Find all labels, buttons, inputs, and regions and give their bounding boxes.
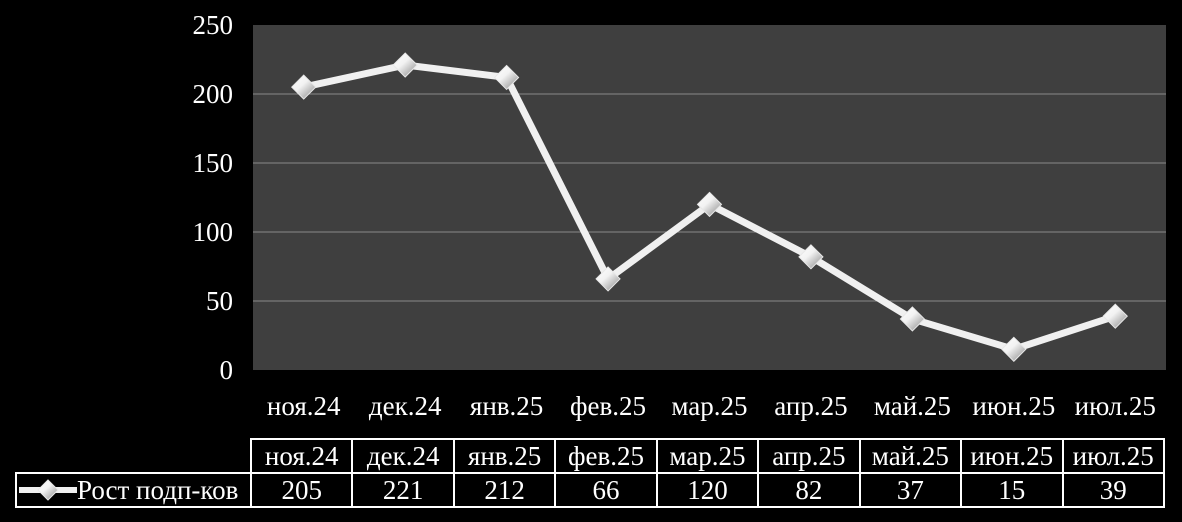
table-header-cell: мар.25 bbox=[655, 438, 760, 474]
series-marker bbox=[291, 74, 317, 100]
gridlines bbox=[253, 93, 1166, 302]
y-axis-tick-label: 50 bbox=[206, 286, 233, 316]
table-value-cell: 39 bbox=[1061, 472, 1165, 508]
y-axis-tick-label: 250 bbox=[192, 10, 234, 40]
line-diamond-marker-icon bbox=[19, 479, 77, 501]
table-header-cell: дек.24 bbox=[351, 438, 455, 474]
table-header-cell: июл.25 bbox=[1061, 438, 1165, 474]
table-header-cell: июн.25 bbox=[960, 438, 1064, 474]
x-axis-label: дек.24 bbox=[368, 391, 442, 421]
table-corner-cell bbox=[16, 439, 251, 473]
series-marker bbox=[1001, 336, 1027, 363]
table-value-cell: 37 bbox=[858, 472, 963, 508]
y-axis-tick-label: 0 bbox=[219, 355, 234, 385]
table-value-cell: 212 bbox=[452, 472, 557, 508]
series-marker bbox=[899, 306, 926, 332]
table-header-cell: янв.25 bbox=[452, 438, 557, 474]
series-rост-подп-ков bbox=[291, 52, 1128, 363]
x-axis-label: июл.25 bbox=[1074, 391, 1156, 421]
table-header-row: ноя.24 дек.24 янв.25 фев.25 мар.25 апр.25 май.… bbox=[16, 438, 1165, 474]
x-axis-label: мар.25 bbox=[671, 391, 748, 421]
table-value-cell: 221 bbox=[351, 472, 455, 508]
x-axis-label: июн.25 bbox=[972, 391, 1056, 421]
series-marker bbox=[493, 64, 520, 91]
line-chart bbox=[253, 52, 1166, 363]
y-axis-tick-label: 100 bbox=[192, 217, 234, 247]
x-axis-label: апр.25 bbox=[774, 391, 848, 421]
table-header-cell: май.25 bbox=[858, 438, 963, 474]
legend-label: Рост подп-ков bbox=[77, 474, 239, 505]
x-axis-label: фев.25 bbox=[570, 391, 647, 421]
legend-cell: Рост подп-ков bbox=[15, 472, 252, 508]
table-value-cell: 205 bbox=[249, 472, 354, 508]
x-axis-label: май.25 bbox=[873, 391, 951, 421]
series-marker bbox=[1102, 303, 1128, 329]
series-marker bbox=[696, 191, 723, 218]
chart-data-table: ноя.24 дек.24 янв.25 фев.25 мар.25 апр.25 май.… bbox=[15, 438, 1165, 508]
table-value-cell: 120 bbox=[655, 472, 760, 508]
x-axis-label: ноя.24 bbox=[266, 391, 341, 421]
table-header-cell: ноя.24 bbox=[249, 438, 354, 474]
table-header-cell: апр.25 bbox=[757, 438, 861, 474]
x-axis-label: янв.25 bbox=[469, 391, 544, 421]
series-marker bbox=[798, 244, 824, 270]
y-axis-tick-label: 200 bbox=[192, 79, 234, 109]
y-axis-tick-label: 150 bbox=[192, 148, 234, 178]
table-value-cell: 66 bbox=[554, 472, 658, 508]
series-marker bbox=[595, 266, 621, 292]
table-value-cell: 15 bbox=[960, 472, 1064, 508]
plot-area bbox=[253, 25, 1166, 370]
table-header-cell: фев.25 bbox=[554, 438, 658, 474]
table-value-cell: 82 bbox=[757, 472, 861, 508]
series-marker bbox=[392, 52, 418, 78]
table-data-row: Рост подп-ков 205 221 212 66 120 82 37 15 39 bbox=[15, 472, 1165, 508]
